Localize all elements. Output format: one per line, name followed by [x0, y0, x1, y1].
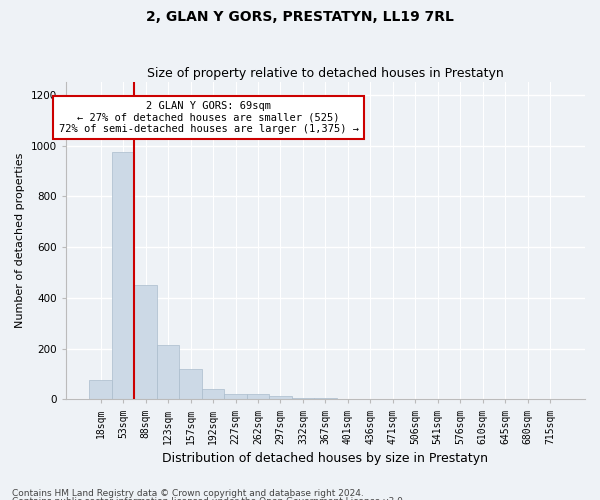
Text: Contains public sector information licensed under the Open Government Licence v3: Contains public sector information licen… — [12, 498, 406, 500]
Bar — [179, 369, 202, 400]
Text: Contains HM Land Registry data © Crown copyright and database right 2024.: Contains HM Land Registry data © Crown c… — [12, 488, 364, 498]
Bar — [224, 394, 247, 400]
Bar — [157, 345, 179, 400]
Bar — [292, 398, 314, 400]
Bar — [269, 396, 292, 400]
Y-axis label: Number of detached properties: Number of detached properties — [15, 153, 25, 328]
X-axis label: Distribution of detached houses by size in Prestatyn: Distribution of detached houses by size … — [163, 452, 488, 465]
Text: 2 GLAN Y GORS: 69sqm
← 27% of detached houses are smaller (525)
72% of semi-deta: 2 GLAN Y GORS: 69sqm ← 27% of detached h… — [59, 101, 359, 134]
Bar — [202, 389, 224, 400]
Title: Size of property relative to detached houses in Prestatyn: Size of property relative to detached ho… — [147, 66, 504, 80]
Bar — [247, 394, 269, 400]
Bar — [112, 152, 134, 400]
Bar — [134, 285, 157, 400]
Bar — [89, 380, 112, 400]
Text: 2, GLAN Y GORS, PRESTATYN, LL19 7RL: 2, GLAN Y GORS, PRESTATYN, LL19 7RL — [146, 10, 454, 24]
Bar — [314, 398, 337, 400]
